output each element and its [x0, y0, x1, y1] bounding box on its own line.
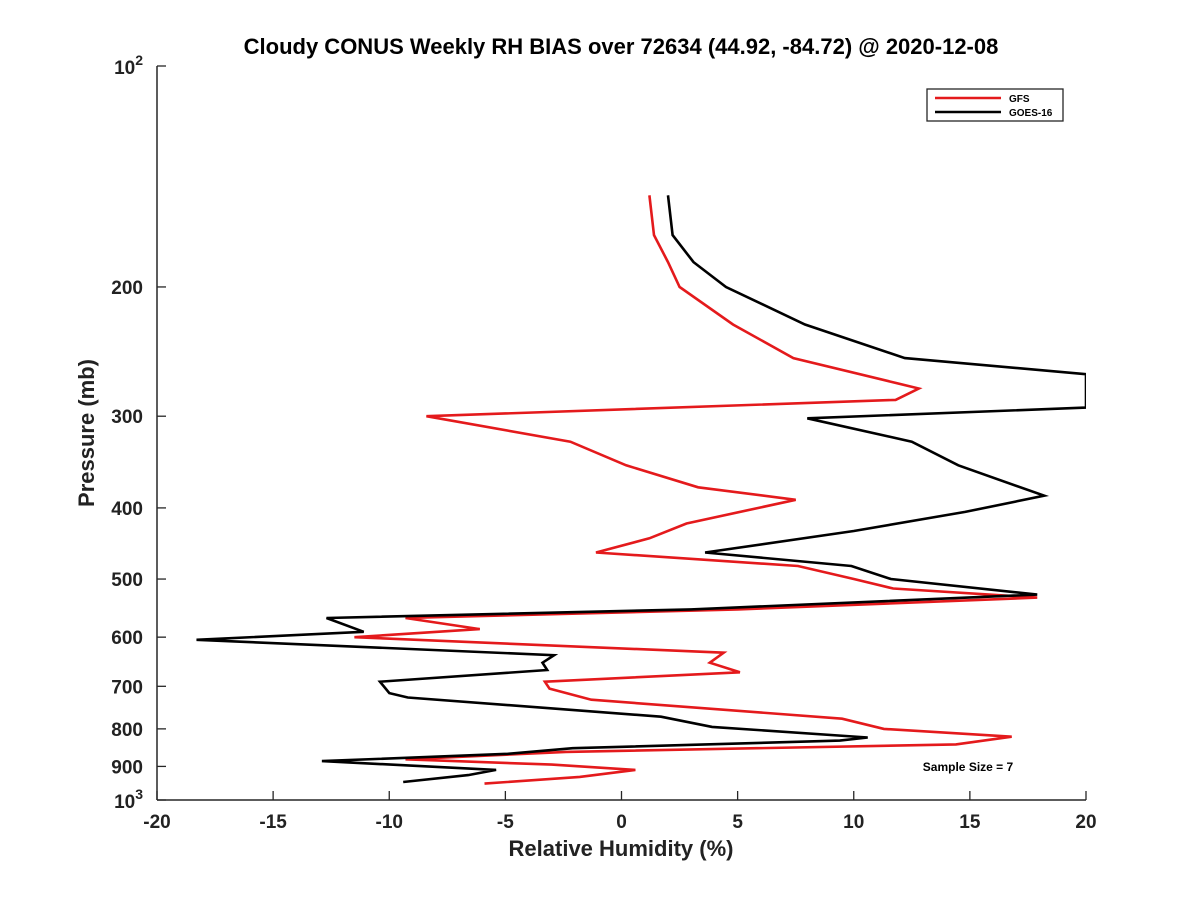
y-axis-label: Pressure (mb)	[74, 359, 99, 507]
y-tick-label-power: 102	[114, 52, 143, 79]
x-tick-label: 15	[959, 812, 981, 833]
y-tick-label: 400	[111, 499, 143, 520]
series-group	[196, 195, 1086, 785]
x-tick-label: 20	[1075, 812, 1096, 833]
y-tick-label: 200	[111, 278, 143, 299]
x-tick-label: 5	[732, 812, 743, 833]
legend-label-goes-16: GOES-16	[1009, 108, 1053, 119]
x-tick-label: 10	[843, 812, 864, 833]
series-line-goes-16	[196, 195, 1086, 784]
y-tick-label: 500	[111, 570, 143, 591]
x-tick-label: -5	[497, 812, 514, 833]
y-tick-label: 600	[111, 628, 143, 649]
x-axis-label: Relative Humidity (%)	[509, 836, 734, 861]
sample-size-annotation: Sample Size = 7	[923, 760, 1014, 774]
x-tick-label: -10	[376, 812, 403, 833]
y-tick-label-power: 103	[114, 786, 143, 813]
chart-title: Cloudy CONUS Weekly RH BIAS over 72634 (…	[244, 34, 999, 59]
plot-area: -20 -15 -10 -5 0 5 10 15 20 102 200 300 400 500 600 700…	[111, 52, 1096, 833]
y-tick-label: 900	[111, 757, 143, 778]
y-tick-label: 300	[111, 407, 143, 428]
x-tick-label: -20	[143, 812, 170, 833]
series-line-gfs	[354, 195, 1038, 785]
y-tick-label: 800	[111, 720, 143, 741]
legend-label-gfs: GFS	[1009, 94, 1030, 105]
legend: GFS GOES-16	[926, 88, 1064, 122]
y-tick-label: 700	[111, 677, 143, 698]
x-tick-label: -15	[259, 812, 287, 833]
legend-box	[926, 88, 1064, 122]
x-tick-label: 0	[616, 812, 627, 833]
